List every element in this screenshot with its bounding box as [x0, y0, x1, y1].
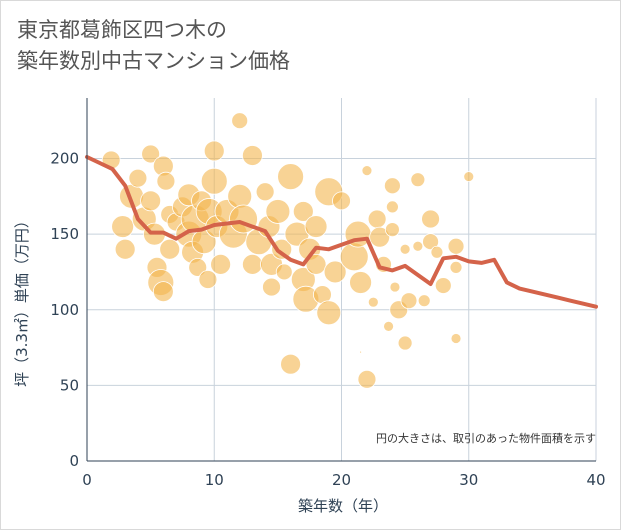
bubble-point	[271, 238, 293, 260]
bubble-point	[156, 171, 176, 191]
bubble-point	[357, 369, 377, 389]
bubble-point	[292, 201, 314, 222]
chart-title-line-1: 東京都葛飾区四つ木の	[17, 18, 227, 42]
bubble-point	[304, 215, 328, 238]
chart-title: 東京都葛飾区四つ木の 築年数別中古マンション価格	[17, 15, 290, 77]
x-tick-label: 30	[459, 471, 478, 489]
bubble-point	[447, 237, 465, 255]
bubble-point	[305, 253, 327, 275]
trend-line-series	[85, 155, 598, 309]
bubble-point	[449, 260, 463, 274]
bubble-point	[227, 183, 253, 209]
bubble-point	[141, 144, 161, 164]
bubble-point	[277, 163, 305, 191]
bubble-point	[367, 296, 379, 308]
bubble-point	[430, 245, 444, 259]
bubble-point	[231, 112, 249, 130]
bubble-point	[242, 145, 263, 166]
x-tick-label: 0	[82, 471, 92, 489]
trend-line	[85, 155, 598, 309]
chart-title-line-2: 築年数別中古マンション価格	[17, 49, 290, 73]
bubble-point	[400, 292, 418, 310]
y-tick-label: 150	[50, 225, 79, 243]
bubble-point	[111, 215, 135, 238]
bubble-point	[422, 233, 439, 251]
y-tick-label: 0	[69, 452, 79, 470]
bubble-point	[349, 271, 372, 294]
bubble-point	[323, 260, 347, 284]
bubble-point	[361, 165, 373, 177]
bubble-point	[203, 140, 225, 162]
y-tick-label: 100	[50, 301, 79, 319]
bubble-point	[450, 333, 462, 344]
bubble-point	[359, 350, 362, 354]
bubble-series	[101, 112, 475, 389]
bubble-point	[383, 177, 401, 195]
bubble-point	[265, 199, 291, 224]
bubble-point	[188, 257, 208, 277]
x-axis-title: 築年数（年）	[298, 497, 388, 515]
bubble-point	[410, 172, 426, 188]
bubble-point	[417, 294, 431, 308]
bubble-point	[385, 200, 399, 214]
bubble-point	[316, 300, 342, 326]
bubble-point	[152, 281, 174, 303]
bubble-point	[128, 168, 148, 188]
y-tick-label: 200	[50, 150, 79, 168]
y-tick-label: 50	[60, 376, 79, 394]
bubble-point	[332, 191, 351, 211]
bubble-point	[463, 171, 475, 183]
y-axis-title: 坪（3.3㎡）単価（万円）	[13, 213, 31, 387]
bubble-point	[367, 209, 387, 229]
bubble-point	[399, 243, 411, 255]
bubble-point	[384, 222, 400, 237]
x-tick-label: 20	[332, 471, 351, 489]
bubble-point	[114, 238, 136, 260]
bubble-point	[280, 353, 302, 375]
bubble-point	[255, 182, 275, 202]
bubble-point	[412, 240, 424, 252]
bubble-point	[159, 238, 181, 260]
bubble-point	[200, 167, 228, 195]
axes: 0 50 100 150 200 0 10 20 30 40	[50, 98, 606, 489]
bubble-point	[434, 277, 452, 294]
bubble-point	[389, 281, 401, 293]
bubble-point	[339, 242, 369, 272]
bubble-point	[369, 226, 391, 248]
bubble-point	[275, 263, 293, 281]
bubble-point	[383, 320, 394, 332]
x-tick-label: 40	[586, 471, 605, 489]
bubble-point	[140, 190, 162, 212]
bubble-size-note: 円の大きさは、取引のあった物件面積を示す	[376, 431, 596, 445]
bubble-point	[198, 270, 218, 289]
x-tick-label: 10	[205, 471, 224, 489]
bubble-point	[262, 277, 281, 297]
bubble-point	[210, 253, 232, 275]
bubble-point	[242, 253, 263, 275]
bubble-point	[397, 335, 413, 351]
bubble-point	[421, 209, 440, 229]
